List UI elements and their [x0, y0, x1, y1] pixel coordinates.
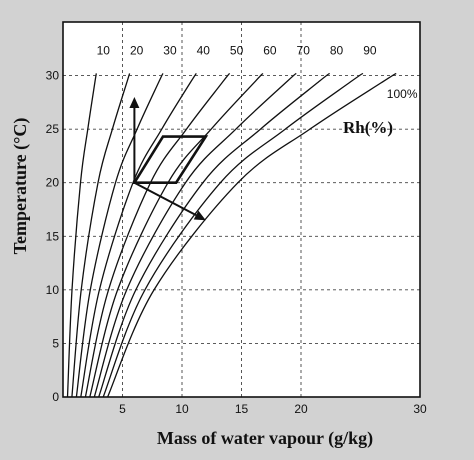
- arrow-down-right-head: [193, 210, 206, 221]
- curve-label-90: 90: [363, 43, 377, 57]
- curve-label-30: 30: [163, 43, 177, 57]
- rh-curve-100: [107, 72, 397, 398]
- x-tick-label-15: 15: [235, 402, 249, 416]
- x-tick-label-30: 30: [413, 402, 427, 416]
- curve-label-40: 40: [197, 43, 211, 57]
- y-tick-label-10: 10: [46, 283, 60, 297]
- curve-labels: 10 20 30 40 50 60 70 80 90 100%: [97, 43, 418, 101]
- rh-curve-50: [84, 72, 231, 398]
- y-tick-label-30: 30: [46, 69, 60, 83]
- rh-curve-40: [80, 73, 197, 398]
- y-tick-label-25: 25: [46, 122, 60, 136]
- curve-label-20: 20: [130, 43, 144, 57]
- y-axis-title: Temperature (°C): [10, 118, 31, 255]
- rh-curve-10: [66, 73, 97, 398]
- tick-labels: 5 10 15 20 30 0 5 10 15 20 25 30: [46, 69, 427, 416]
- arrow-up-head: [129, 97, 140, 108]
- x-tick-label-5: 5: [119, 402, 126, 416]
- y-tick-label-5: 5: [52, 336, 59, 350]
- x-tick-label-20: 20: [294, 402, 308, 416]
- rh-curve-60: [89, 72, 264, 398]
- plot-frame: [62, 21, 421, 398]
- x-tick-label-10: 10: [175, 402, 189, 416]
- y-tick-label-15: 15: [46, 229, 60, 243]
- curve-label-70: 70: [297, 43, 311, 57]
- curve-label-80: 80: [330, 43, 344, 57]
- annotations: [129, 97, 209, 221]
- y-tick-label-0: 0: [52, 390, 59, 404]
- rh-curve-70: [93, 72, 297, 398]
- curve-label-60: 60: [263, 43, 277, 57]
- humidity-curves: [66, 72, 397, 398]
- curve-label-10: 10: [97, 43, 111, 57]
- rh-label: Rh(%): [343, 118, 393, 137]
- x-axis-title: Mass of water vapour (g/kg): [157, 428, 373, 449]
- curve-label-100: 100%: [387, 87, 418, 101]
- arrow-down-right-shaft: [133, 181, 197, 216]
- parallelogram-shape: [132, 135, 209, 184]
- rh-curve-30: [75, 73, 164, 398]
- rh-curve-20: [71, 73, 131, 398]
- rh-curve-90: [102, 72, 364, 398]
- y-tick-label-20: 20: [46, 176, 60, 190]
- rh-curve-80: [98, 72, 330, 398]
- curve-label-50: 50: [230, 43, 244, 57]
